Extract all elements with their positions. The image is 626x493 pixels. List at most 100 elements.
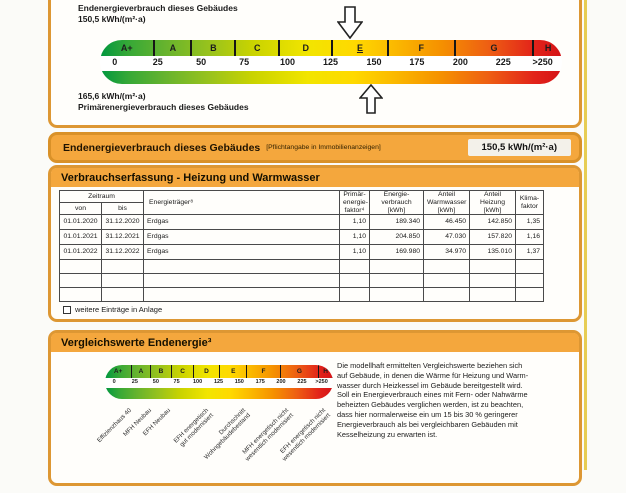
class-c: C: [236, 40, 281, 56]
endenergie-marker-label: Endenergieverbrauch dieses Gebäudes 150,…: [78, 3, 238, 24]
class-a: A: [132, 365, 151, 378]
class-h: H: [544, 43, 552, 53]
comparison-class-scale: A+ A B C D E F G H 0 25 50 75 100 125 15…: [105, 365, 333, 399]
tick-225: 225: [297, 379, 307, 385]
weitere-eintraege-row: weitere Einträge in Anlage: [63, 305, 162, 314]
tick-200: 200: [452, 57, 468, 67]
tick-225: 225: [495, 57, 511, 67]
table-row: 01.01.2021 31.12.2021 Erdgas 1,10 204.85…: [59, 229, 545, 246]
arrow-up-icon: [358, 83, 384, 119]
tick-0: 0: [112, 379, 116, 385]
cell-klima: 1,35: [515, 214, 545, 231]
cell-klima: 1,16: [515, 229, 545, 246]
weitere-eintraege-checkbox[interactable]: [63, 305, 71, 314]
tick-125: 125: [213, 379, 224, 385]
arrow-down-icon: [336, 6, 364, 44]
header-anteil-warmwasser: Anteil Warmwasser [kWh]: [423, 189, 471, 216]
cell-warmwasser: 46.450: [423, 214, 471, 231]
header-zeitraum: Zeitraum: [58, 189, 145, 204]
tick-50: 50: [196, 57, 207, 67]
cell-energietraeger: Erdgas: [143, 244, 341, 261]
primaerenergie-marker-label: 165,6 kWh/(m²·a) Primärenergieverbrauch …: [78, 91, 249, 112]
class-e: E: [220, 365, 248, 378]
cell-klima: 1,37: [515, 244, 545, 261]
tick-250plus: >250: [315, 379, 328, 385]
ref-label-effizienzhaus-40: Effizienzhaus 40: [95, 407, 133, 444]
tick-175: 175: [409, 57, 425, 67]
banner-note: [Pflichtangabe in Immobilienanzeigen]: [266, 144, 381, 151]
comparison-paragraph: Die modellhaft ermittelten Vergleichswer…: [337, 361, 529, 439]
cell-heizung: 142.850: [469, 214, 517, 231]
tick-250plus: >250: [532, 57, 553, 67]
table-row-empty: [59, 259, 545, 275]
header-bis: bis: [100, 202, 145, 216]
cell-verbrauch: 169.980: [369, 244, 425, 261]
banner-value-box: 150,5 kWh/(m²·a): [467, 139, 571, 156]
cell-pef: 1,10: [339, 229, 371, 246]
comparison-reference-labels: Effizienzhaus 40 MFH Neubau EFH Neubau E…: [96, 403, 333, 493]
table-row-empty: [59, 273, 545, 289]
comparison-number-band: 0 25 50 75 100 125 150 175 200 225 >250: [105, 378, 333, 388]
tick-200: 200: [276, 379, 286, 385]
cell-verbrauch: 204.850: [369, 229, 425, 246]
cell-von: 01.01.2022: [59, 244, 102, 261]
cell-warmwasser: 47.030: [423, 229, 471, 246]
tick-25: 25: [131, 379, 138, 385]
consumption-table: Zeitraum Energieträger⁸ Primär- energie-…: [58, 189, 545, 303]
energy-class-scale: A+ A B C D E F G H 0 25 50 75 100 125 15…: [100, 40, 562, 84]
table-row-empty: [59, 287, 545, 303]
cell-bis: 31.12.2021: [100, 229, 145, 246]
weitere-eintraege-label: weitere Einträge in Anlage: [75, 305, 163, 314]
cell-energietraeger: Erdgas: [143, 214, 341, 231]
comparison-gradient-band: [105, 388, 333, 399]
cell-pef: 1,10: [339, 214, 371, 231]
class-e-current: E: [333, 40, 389, 56]
class-c: C: [172, 365, 194, 378]
energy-scale-panel: Endenergieverbrauch dieses Gebäudes 150,…: [48, 0, 582, 128]
tick-75: 75: [239, 57, 250, 67]
consumption-panel: Verbrauchserfassung - Heizung und Warmwa…: [48, 165, 582, 322]
comparison-panel: Vergleichswerte Endenergie³ A+ A B C D E…: [48, 330, 582, 486]
cell-verbrauch: 189.340: [369, 214, 425, 231]
cell-warmwasser: 34.970: [423, 244, 471, 261]
header-anteil-heizung: Anteil Heizung [kWh]: [469, 189, 517, 216]
cell-heizung: 157.820: [469, 229, 517, 246]
class-a-plus: A+: [105, 365, 133, 378]
energy-class-band: A+ A B C D E F G H: [100, 40, 562, 56]
banner-title: Endenergieverbrauch dieses Gebäudes: [63, 141, 261, 154]
tick-125: 125: [323, 57, 339, 67]
cell-bis: 31.12.2022: [100, 244, 145, 261]
header-von: von: [59, 202, 102, 216]
header-klimafaktor: Klima- faktor: [515, 189, 545, 216]
class-b: B: [151, 365, 173, 378]
tick-175: 175: [255, 379, 265, 385]
tick-0: 0: [112, 57, 118, 67]
class-a: A: [155, 40, 193, 56]
class-g: G: [456, 40, 535, 56]
class-f: F: [389, 40, 456, 56]
tick-100: 100: [280, 57, 296, 67]
class-h: H: [319, 365, 333, 378]
class-a-plus: A+: [100, 40, 156, 56]
page-right-edge-line: [584, 0, 587, 470]
header-primaerenergiefaktor: Primär- energie- faktor⁴: [339, 189, 371, 216]
comparison-section-title: Vergleichswerte Endenergie³: [51, 333, 579, 352]
class-b: B: [192, 40, 237, 56]
table-row: 01.01.2022 31.12.2022 Erdgas 1,10 169.98…: [59, 244, 545, 261]
tick-100: 100: [192, 379, 203, 385]
table-row: 01.01.2020 31.12.2020 Erdgas 1,10 189.34…: [59, 214, 545, 231]
cell-energietraeger: Erdgas: [143, 229, 341, 246]
cell-bis: 31.12.2020: [100, 214, 145, 231]
cell-von: 01.01.2021: [59, 229, 102, 246]
header-energieverbrauch: Energie- verbrauch [kWh]: [369, 189, 425, 216]
endenergie-banner: Endenergieverbrauch dieses Gebäudes [Pfl…: [48, 132, 582, 163]
tick-150: 150: [366, 57, 382, 67]
class-f: F: [247, 365, 281, 378]
consumption-section-title: Verbrauchserfassung - Heizung und Warmwa…: [51, 168, 579, 187]
tick-50: 50: [152, 379, 159, 385]
comparison-class-band: A+ A B C D E F G H: [105, 365, 333, 378]
header-energietraeger: Energieträger⁸: [143, 189, 341, 216]
scale-gradient-band: [100, 71, 562, 84]
tick-150: 150: [234, 379, 244, 385]
class-d: D: [194, 365, 221, 378]
